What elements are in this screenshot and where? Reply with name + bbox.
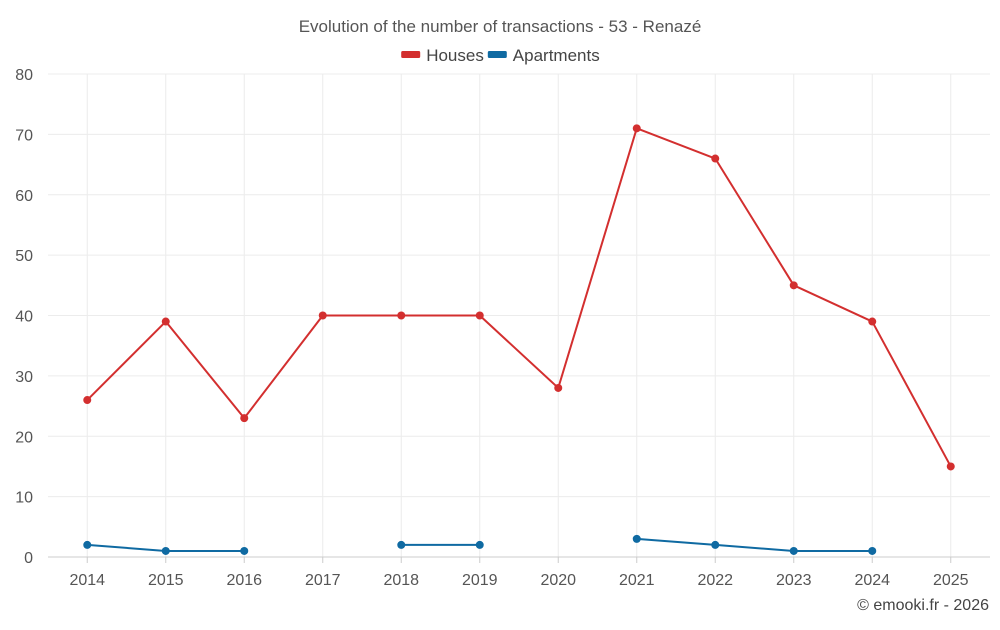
y-tick-label: 60 bbox=[15, 188, 33, 205]
x-tick-label: 2025 bbox=[933, 572, 969, 589]
x-tick-label: 2022 bbox=[697, 572, 733, 589]
series-apartments bbox=[83, 534, 877, 555]
houses-point bbox=[240, 414, 249, 423]
x-tick-label: 2021 bbox=[619, 572, 655, 589]
apartments-point bbox=[632, 534, 641, 543]
legend-swatch-apartments bbox=[487, 51, 507, 58]
houses-point bbox=[711, 154, 720, 163]
houses-point bbox=[554, 383, 563, 392]
axes: 0 10 20 30 40 50 60 70 80 2014 2015 2016 2017 2018 201… bbox=[15, 67, 990, 589]
houses-point bbox=[789, 281, 798, 290]
x-tick-label: 2018 bbox=[383, 572, 419, 589]
apartments-point bbox=[397, 540, 406, 549]
y-tick-label: 80 bbox=[15, 67, 33, 84]
houses-line bbox=[86, 127, 952, 467]
apartments-point bbox=[789, 546, 798, 555]
legend-label-houses: Houses bbox=[426, 46, 484, 65]
houses-point bbox=[632, 124, 641, 133]
x-tick-label: 2023 bbox=[776, 572, 812, 589]
y-tick-label: 50 bbox=[15, 248, 33, 265]
series-houses bbox=[83, 124, 955, 471]
apartments-point bbox=[83, 540, 92, 549]
x-tick-label: 2016 bbox=[226, 572, 262, 589]
y-tick-label: 40 bbox=[15, 309, 33, 326]
chart-title: Evolution of the number of transactions … bbox=[299, 17, 702, 36]
grid bbox=[48, 73, 990, 557]
credit-text: © emooki.fr - 2026 bbox=[857, 597, 989, 614]
apartments-point bbox=[475, 540, 484, 549]
houses-point bbox=[161, 317, 170, 326]
houses-point bbox=[868, 317, 877, 326]
apartments-point bbox=[711, 540, 720, 549]
y-tick-label: 20 bbox=[15, 429, 33, 446]
apartments-line bbox=[636, 537, 873, 552]
houses-point bbox=[318, 311, 327, 320]
apartments-point bbox=[868, 546, 877, 555]
x-tick-label: 2020 bbox=[540, 572, 576, 589]
y-tick-label: 30 bbox=[15, 369, 33, 386]
houses-point bbox=[397, 311, 406, 320]
apartments-point bbox=[161, 546, 170, 555]
x-tick-label: 2014 bbox=[69, 572, 105, 589]
y-tick-label: 0 bbox=[24, 550, 33, 567]
x-tick-label: 2017 bbox=[305, 572, 341, 589]
houses-point bbox=[83, 396, 92, 405]
legend-item-apartments: Apartments bbox=[487, 46, 600, 65]
legend-label-apartments: Apartments bbox=[513, 46, 600, 65]
legend-swatch-houses bbox=[401, 51, 421, 58]
houses-point bbox=[475, 311, 484, 320]
legend-item-houses: Houses bbox=[401, 46, 484, 65]
series-layer bbox=[83, 124, 955, 555]
legend: Houses Apartments bbox=[401, 46, 600, 65]
y-tick-label: 10 bbox=[15, 490, 33, 507]
y-tick-label: 70 bbox=[15, 127, 33, 144]
x-tick-label: 2019 bbox=[462, 572, 498, 589]
x-tick-label: 2024 bbox=[854, 572, 890, 589]
houses-point bbox=[946, 462, 955, 471]
apartments-point bbox=[240, 546, 249, 555]
x-tick-label: 2015 bbox=[148, 572, 184, 589]
